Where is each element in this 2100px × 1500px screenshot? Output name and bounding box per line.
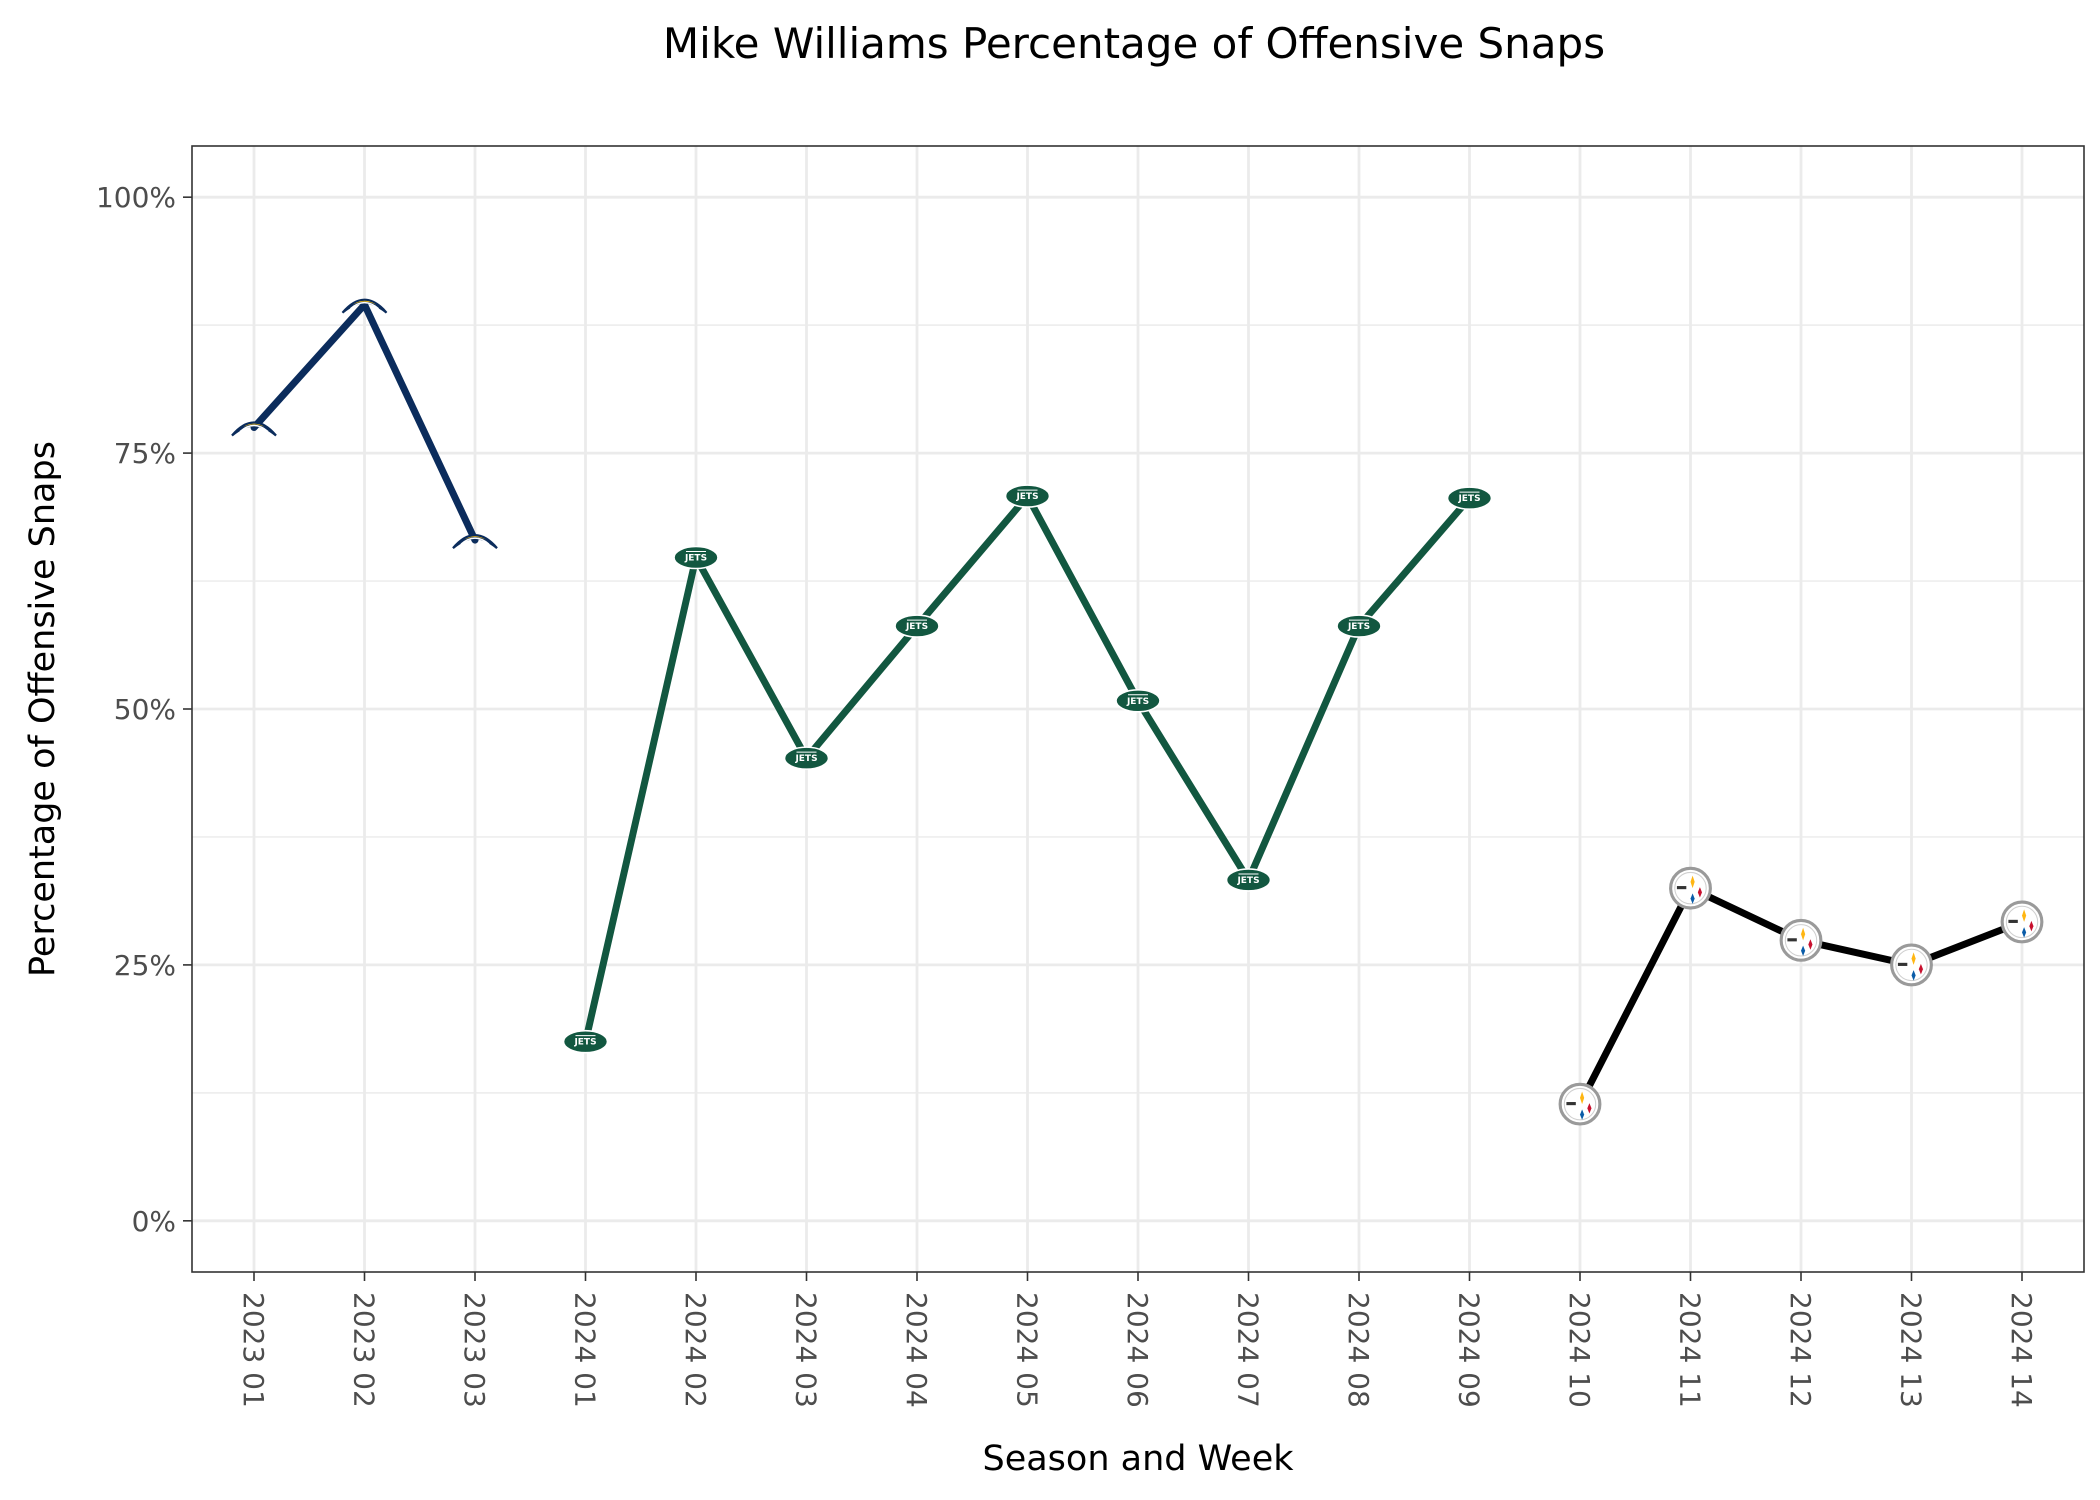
jets-logo-marker	[1115, 689, 1161, 713]
jets-logo-marker	[1225, 868, 1272, 892]
x-tick-label: 2024 10	[1563, 1292, 1596, 1408]
x-tick-label: 2023 02	[348, 1292, 381, 1408]
y-tick-label: 25%	[114, 949, 176, 982]
x-tick-label: 2024 07	[1232, 1292, 1265, 1408]
x-tick-label: 2024 06	[1121, 1292, 1154, 1408]
plot-area	[191, 145, 2085, 1273]
y-tick-label: 75%	[114, 437, 176, 470]
jets-logo-marker	[783, 746, 830, 770]
steelers-logo-marker	[2000, 900, 2044, 944]
x-tick-label: 2024 02	[679, 1292, 712, 1408]
x-axis-title: Season and Week	[982, 1439, 1294, 1479]
x-tick-label: 2024 14	[2005, 1292, 2038, 1408]
x-tick-label: 2023 03	[458, 1292, 491, 1408]
y-tick-label: 100%	[96, 181, 176, 214]
x-tick-label: 2024 13	[1895, 1292, 1928, 1408]
x-tick-label: 2024 04	[900, 1292, 933, 1408]
series-line-chargers	[250, 301, 479, 544]
x-tick-label: 2024 05	[1011, 1292, 1044, 1408]
x-tick-label: 2024 08	[1342, 1292, 1375, 1408]
y-axis: 0% 25% 50% 75% 100%	[96, 181, 192, 1238]
steelers-logo-marker	[1669, 866, 1712, 910]
x-tick-label: 2024 03	[790, 1292, 823, 1408]
x-tick-label: 2024 11	[1674, 1292, 1707, 1408]
chart-title: Mike Williams Percentage of Offensive Sn…	[663, 19, 1605, 68]
steelers-logo-marker	[1890, 943, 1933, 987]
jets-logo-marker	[562, 1029, 609, 1054]
x-tick-label: 2024 01	[569, 1292, 602, 1408]
jets-logo-marker	[894, 614, 940, 638]
y-tick-label: 0%	[132, 1205, 176, 1238]
x-tick-label: 2023 01	[237, 1292, 270, 1408]
jets-logo-marker	[1004, 484, 1051, 508]
steelers-logo-marker	[1779, 918, 1823, 962]
x-tick-label: 2024 09	[1453, 1292, 1486, 1408]
jets-logo-marker	[1446, 486, 1493, 510]
x-tick-label: 2024 12	[1784, 1292, 1817, 1408]
jets-logo-marker	[673, 545, 719, 570]
y-axis-title: Percentage of Offensive Snaps	[23, 441, 63, 977]
steelers-logo-marker	[1558, 1082, 1602, 1126]
jets-logo-marker	[1336, 614, 1382, 638]
x-axis: 2023 01 2023 02 2023 03 2024 01 2024 02 2024 …	[237, 1272, 2038, 1408]
y-tick-label: 50%	[114, 693, 176, 726]
